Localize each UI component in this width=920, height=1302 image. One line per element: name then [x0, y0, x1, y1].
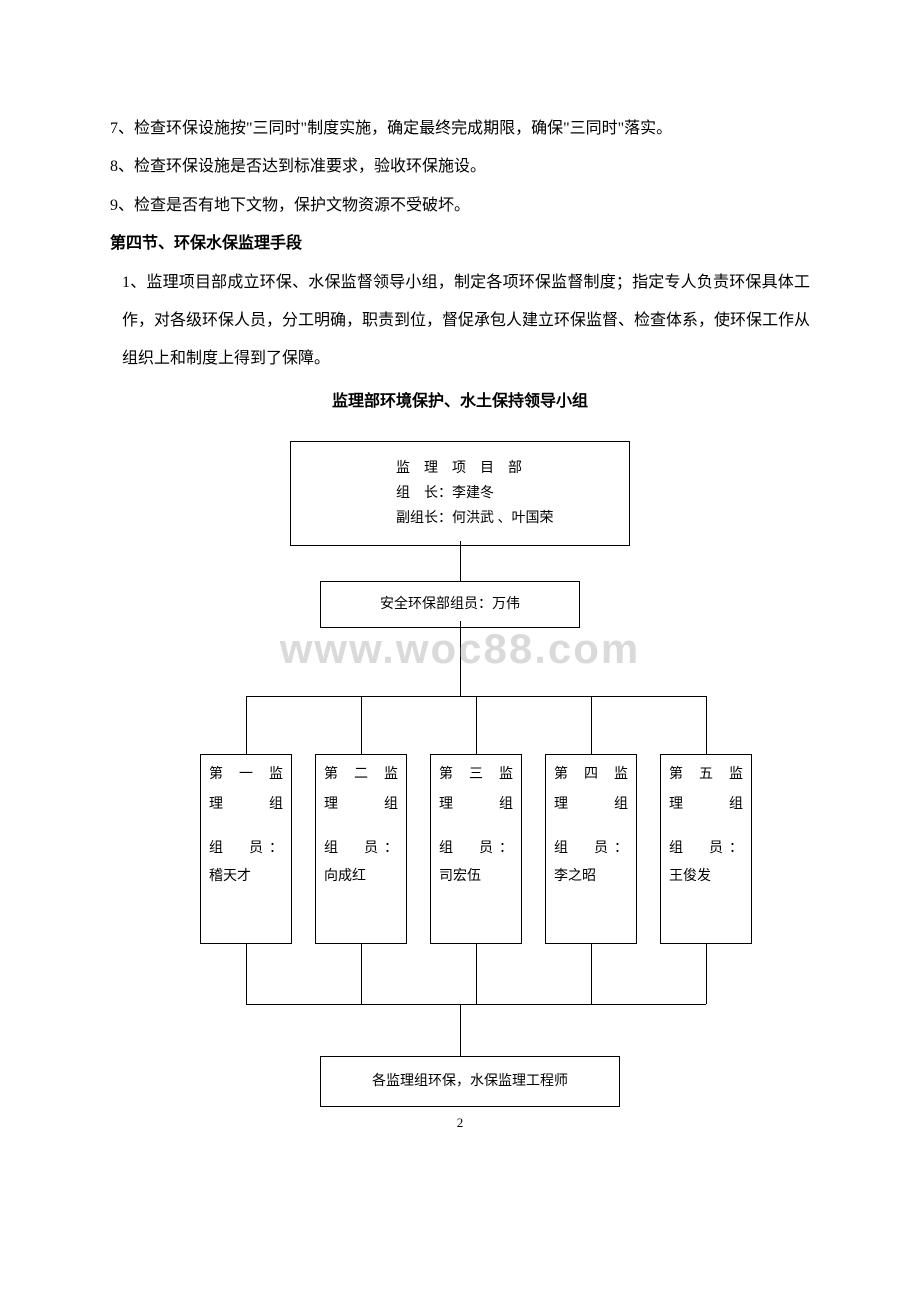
member-label: 组 员：	[209, 835, 283, 863]
bottom-node: 各监理组环保，水保监理工程师	[320, 1056, 620, 1107]
group-node-3: 第三监 理 组 组 员： 司宏伍	[430, 754, 522, 944]
connector-line	[706, 696, 707, 754]
deputy-label: 副组长：	[396, 511, 452, 526]
group-title: 第三监	[439, 761, 513, 789]
member-label: 组 员：	[554, 835, 628, 863]
org-chart: 监 理 项 目 部 组 长：李建冬 副组长：何洪武 、叶国荣 安全环保部组员：万…	[180, 441, 740, 1121]
group-title: 第四监	[554, 761, 628, 789]
leader-label: 组 长：	[396, 486, 452, 501]
leader-name: 李建冬	[452, 486, 494, 501]
group-title: 第五监	[669, 761, 743, 789]
top-node-deputy: 副组长：何洪武 、叶国荣	[396, 506, 629, 531]
group-node-5: 第五监 理 组 组 员： 王俊发	[660, 754, 752, 944]
member-name: 李之昭	[554, 869, 596, 884]
group-title: 理 组	[669, 791, 743, 819]
member-name: 稽天才	[209, 869, 251, 884]
connector-line	[591, 944, 592, 1004]
chart-title: 监理部环境保护、水土保持领导小组	[110, 387, 810, 411]
member-label: 组 员：	[439, 835, 513, 863]
connector-line	[460, 541, 461, 581]
connector-line	[460, 1004, 461, 1056]
group-title: 理 组	[554, 791, 628, 819]
top-node: 监 理 项 目 部 组 长：李建冬 副组长：何洪武 、叶国荣	[290, 441, 630, 547]
member-label: 组 员：	[669, 835, 743, 863]
group-node-4: 第四监 理 组 组 员： 李之昭	[545, 754, 637, 944]
connector-line	[246, 696, 247, 754]
mid-node: 安全环保部组员：万伟	[320, 581, 580, 628]
group-title: 理 组	[439, 791, 513, 819]
member-label: 组 员：	[324, 835, 398, 863]
connector-line	[591, 696, 592, 754]
group-title: 第一监	[209, 761, 283, 789]
member-name: 王俊发	[669, 869, 711, 884]
deputy-names: 何洪武 、叶国荣	[452, 511, 554, 526]
group-title: 第二监	[324, 761, 398, 789]
group-node-2: 第二监 理 组 组 员： 向成红	[315, 754, 407, 944]
connector-line	[476, 696, 477, 754]
paragraph-7: 7、检查环保设施按"三同时"制度实施，确定最终完成期限，确保"三同时"落实。	[110, 110, 810, 148]
member-name: 司宏伍	[439, 869, 481, 884]
group-node-1: 第一监 理 组 组 员： 稽天才	[200, 754, 292, 944]
connector-line	[361, 944, 362, 1004]
group-title: 理 组	[209, 791, 283, 819]
connector-line	[706, 944, 707, 1004]
top-node-leader: 组 长：李建冬	[396, 481, 629, 506]
page-number: 2	[457, 1115, 464, 1131]
section-title: 第四节、环保水保监理手段	[110, 225, 810, 263]
paragraph-method-1: 1、监理项目部成立环保、水保监督领导小组，制定各项环保监督制度；指定专人负责环保…	[110, 264, 810, 379]
connector-line	[460, 621, 461, 696]
paragraph-8: 8、检查环保设施是否达到标准要求，验收环保施设。	[110, 148, 810, 186]
member-name: 向成红	[324, 869, 366, 884]
group-title: 理 组	[324, 791, 398, 819]
connector-line	[361, 696, 362, 754]
connector-line	[476, 944, 477, 1004]
connector-line	[246, 1004, 706, 1005]
connector-line	[246, 944, 247, 1004]
paragraph-9: 9、检查是否有地下文物，保护文物资源不受破坏。	[110, 187, 810, 225]
top-node-dept: 监 理 项 目 部	[396, 456, 629, 481]
